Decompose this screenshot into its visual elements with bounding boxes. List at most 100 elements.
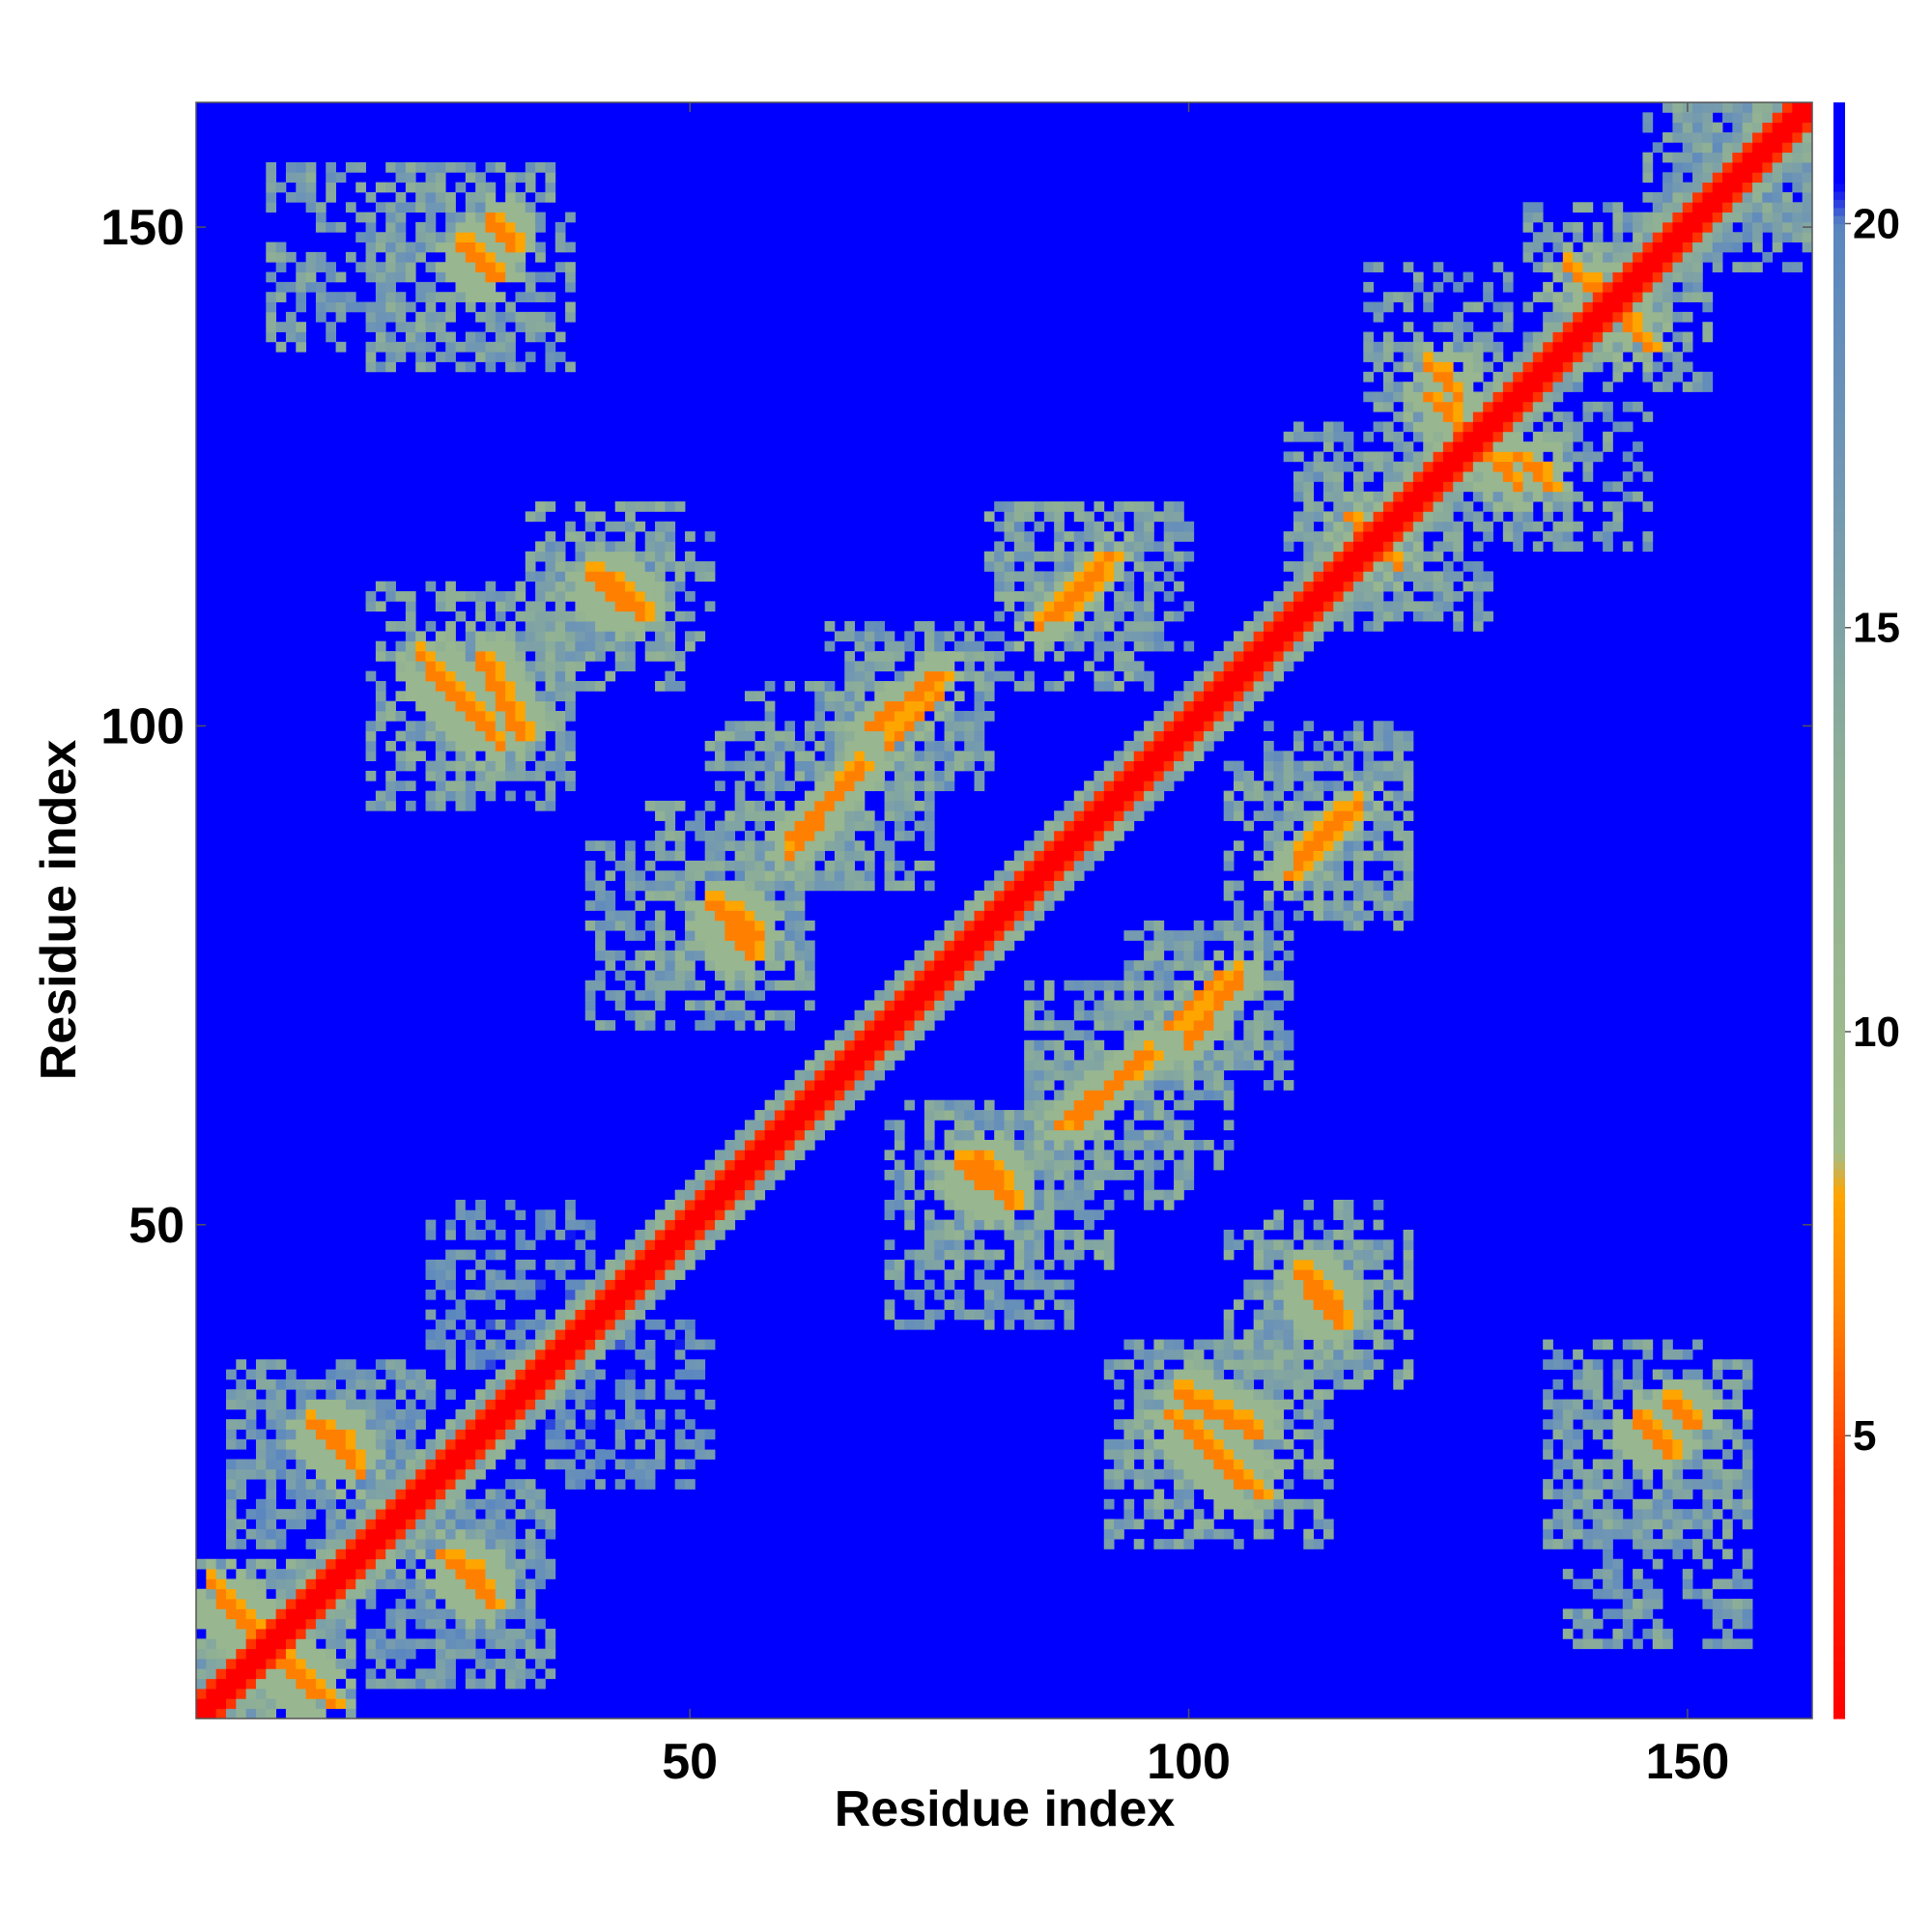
heatmap-cell xyxy=(525,1259,536,1270)
heatmap-cell xyxy=(1273,910,1285,922)
heatmap-cell xyxy=(1223,790,1235,802)
heatmap-cell xyxy=(1253,1509,1264,1520)
heatmap-cell xyxy=(326,1569,336,1579)
heatmap-cell xyxy=(296,1659,306,1669)
heatmap-cell xyxy=(525,1369,536,1380)
heatmap-cell xyxy=(236,1419,247,1430)
heatmap-cell xyxy=(914,1289,925,1300)
heatmap-cell xyxy=(505,740,516,752)
heatmap-cell xyxy=(266,1389,277,1400)
heatmap-cell xyxy=(1672,1449,1684,1460)
heatmap-cell xyxy=(445,650,456,662)
heatmap-cell xyxy=(375,1468,386,1480)
heatmap-cell xyxy=(405,611,416,622)
heatmap-cell xyxy=(515,1429,526,1440)
heatmap-cell xyxy=(1103,1099,1115,1111)
heatmap-cell xyxy=(465,1219,476,1231)
heatmap-cell xyxy=(1283,1309,1294,1321)
heatmap-cell xyxy=(196,1558,207,1570)
heatmap-cell xyxy=(515,1608,526,1620)
heatmap-cell xyxy=(844,621,855,632)
heatmap-cell xyxy=(1612,1378,1624,1390)
heatmap-cell xyxy=(515,1259,526,1270)
heatmap-cell xyxy=(485,1349,497,1360)
heatmap-cell xyxy=(435,680,446,692)
heatmap-cell xyxy=(1603,1539,1613,1549)
heatmap-cell xyxy=(674,1459,686,1470)
heatmap-cell xyxy=(475,680,486,692)
heatmap-cell xyxy=(1144,950,1154,961)
heatmap-cell xyxy=(315,1449,327,1460)
heatmap-cell xyxy=(584,1468,596,1480)
heatmap-cell xyxy=(1253,680,1264,692)
heatmap-cell xyxy=(774,730,785,742)
heatmap-cell xyxy=(974,751,985,761)
heatmap-cell xyxy=(584,900,596,911)
heatmap-cell xyxy=(1592,1339,1604,1350)
heatmap-cell xyxy=(1004,1150,1015,1161)
heatmap-cell xyxy=(1612,1578,1624,1590)
heatmap-cell xyxy=(904,880,915,892)
heatmap-cell xyxy=(1273,1408,1285,1420)
heatmap-cell xyxy=(674,1479,686,1490)
heatmap-cell xyxy=(1193,1449,1205,1460)
heatmap-cell xyxy=(196,1618,207,1630)
heatmap-cell xyxy=(934,1309,945,1321)
heatmap-cell xyxy=(375,721,386,732)
heatmap-cell xyxy=(1352,890,1364,901)
heatmap-cell xyxy=(1114,1009,1124,1021)
heatmap-cell xyxy=(206,1599,217,1609)
heatmap-cell xyxy=(475,1588,486,1600)
heatmap-cell xyxy=(1243,700,1255,712)
heatmap-cell xyxy=(923,700,935,712)
heatmap-cell xyxy=(1742,1498,1753,1510)
heatmap-cell xyxy=(804,1069,815,1081)
heatmap-cell xyxy=(1034,890,1045,901)
heatmap-cell xyxy=(964,920,975,931)
heatmap-cell xyxy=(255,1618,267,1630)
heatmap-cell xyxy=(1243,670,1255,682)
heatmap-cell xyxy=(296,1449,306,1460)
heatmap-cell xyxy=(1293,1289,1304,1300)
heatmap-cell xyxy=(1094,670,1105,682)
heatmap-cell xyxy=(1193,1009,1205,1021)
heatmap-cell xyxy=(395,1489,407,1500)
heatmap-cell xyxy=(554,1459,566,1470)
heatmap-cell xyxy=(1253,1389,1264,1400)
heatmap-cell xyxy=(215,1569,227,1579)
heatmap-cell xyxy=(1264,1349,1274,1360)
heatmap-cell xyxy=(625,860,636,871)
heatmap-cell xyxy=(655,1269,666,1281)
heatmap-cell xyxy=(575,1289,586,1300)
heatmap-cell xyxy=(1094,810,1105,821)
heatmap-cell xyxy=(983,890,995,901)
heatmap-cell xyxy=(884,631,895,642)
heatmap-cell xyxy=(1253,1339,1264,1350)
heatmap-cell xyxy=(605,1289,616,1300)
heatmap-cell xyxy=(715,850,725,862)
heatmap-cell xyxy=(844,680,855,692)
heatmap-cell xyxy=(1153,1050,1165,1061)
heatmap-cell xyxy=(1064,1110,1075,1121)
heatmap-cell xyxy=(206,1708,217,1719)
heatmap-cell xyxy=(923,631,935,642)
heatmap-cell xyxy=(1293,1269,1304,1281)
heatmap-cell xyxy=(695,920,706,931)
heatmap-cell xyxy=(365,1569,377,1579)
heatmap-cell xyxy=(1144,1359,1154,1370)
heatmap-cell xyxy=(1144,640,1154,652)
heatmap-cell xyxy=(1642,1438,1654,1450)
heatmap-cell xyxy=(1163,1199,1175,1210)
heatmap-cell xyxy=(296,1389,306,1400)
heatmap-cell xyxy=(296,1459,306,1470)
heatmap-cell xyxy=(554,1359,566,1370)
heatmap-cell xyxy=(994,1289,1005,1300)
heatmap-cell xyxy=(854,1090,866,1101)
heatmap-cell xyxy=(1382,910,1394,922)
heatmap-cell xyxy=(415,751,426,761)
heatmap-cell xyxy=(1633,1449,1643,1460)
heatmap-cell xyxy=(465,1558,476,1570)
heatmap-cell xyxy=(1204,691,1214,702)
heatmap-cell xyxy=(904,680,915,692)
